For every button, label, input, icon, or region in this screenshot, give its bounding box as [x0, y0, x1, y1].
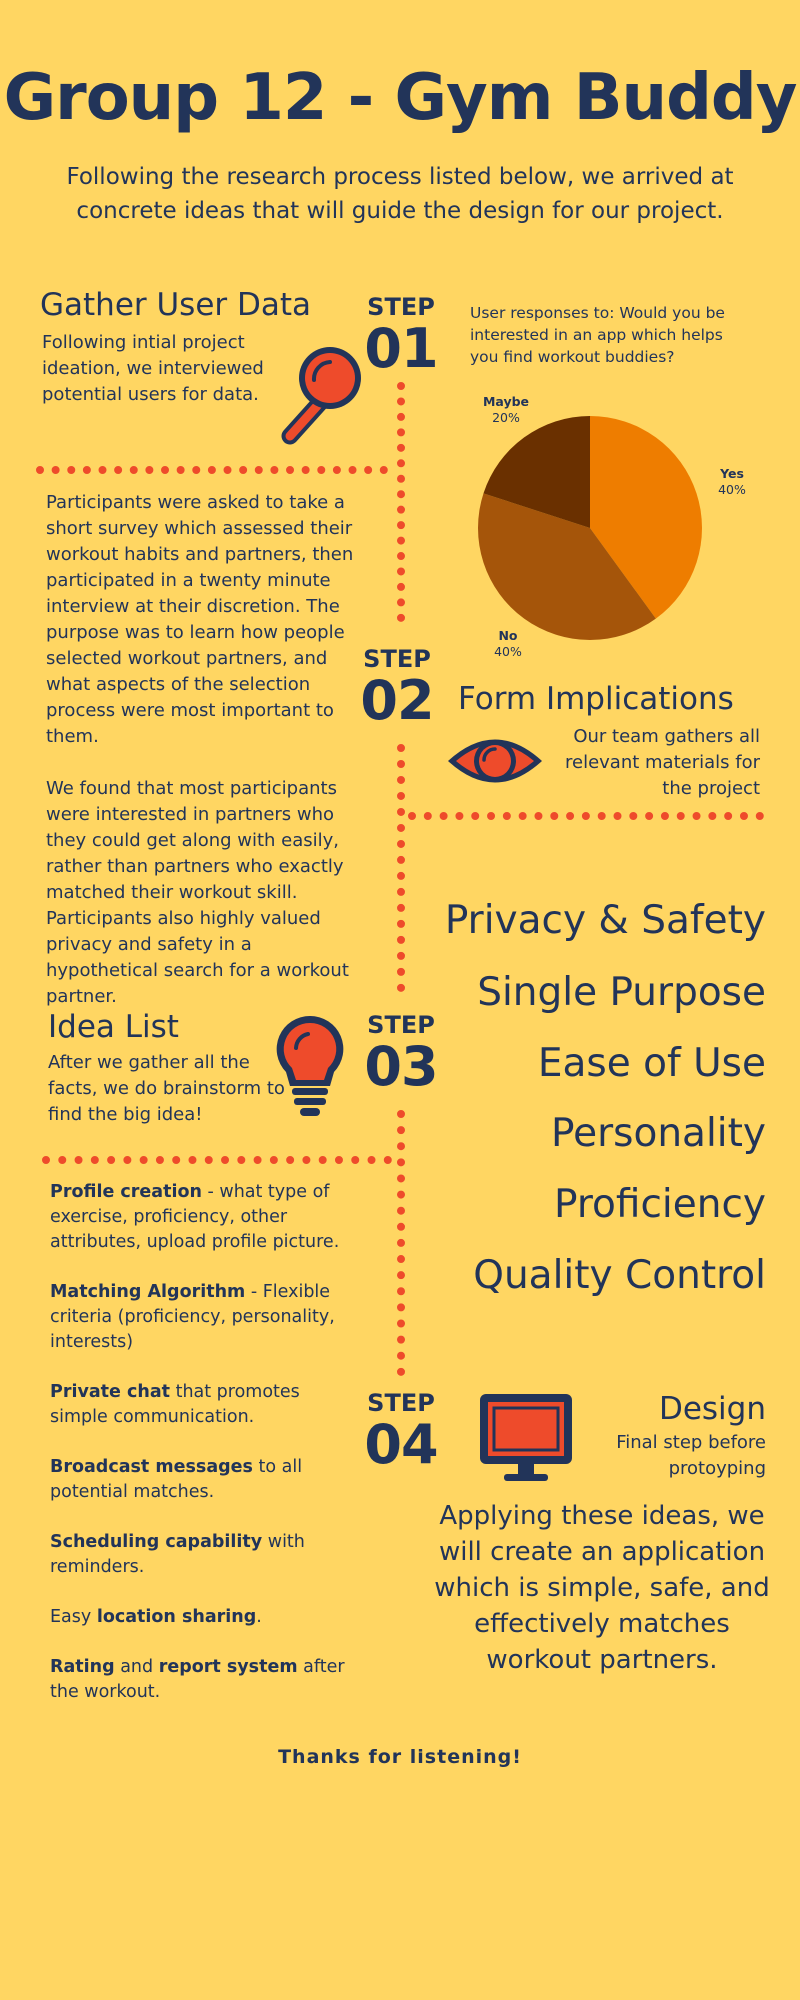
- feature-item: Profile creation - what type of exercise…: [50, 1180, 350, 1255]
- divider-step2: [408, 812, 764, 820]
- feature-name: Profile creation: [50, 1182, 202, 1202]
- conclusion-text: Applying these ideas, we will create an …: [434, 1501, 770, 1675]
- feature-desc: after the workout.: [50, 1657, 345, 1702]
- feature-name: report system: [158, 1657, 298, 1677]
- feature-name: Rating: [50, 1657, 115, 1677]
- pie-label-maybe: Maybe 20%: [476, 394, 536, 426]
- feature-desc: - Flexible criteria (proficiency, person…: [50, 1282, 335, 1352]
- step1-number: 01: [364, 317, 438, 380]
- connector-1-2: [397, 382, 405, 622]
- step1-text: Following intial project ideation, we in…: [42, 332, 264, 405]
- feature-name: Matching Algorithm: [50, 1282, 246, 1302]
- chart-title: User responses to: Would you be interest…: [470, 304, 725, 366]
- page-title: Group 12 - Gym Buddy: [3, 61, 798, 135]
- step3-text: After we gather all the facts, we do bra…: [48, 1052, 285, 1125]
- feature-desc: Easy: [50, 1607, 97, 1627]
- feature-name: Broadcast messages: [50, 1457, 253, 1477]
- feature-desc: and: [114, 1657, 159, 1677]
- research-paragraph-1: Participants were asked to take a short …: [46, 492, 354, 747]
- step1-label: STEP: [367, 293, 435, 321]
- divider-step1: [36, 466, 388, 474]
- feature-desc: that promotes simple communication.: [50, 1382, 300, 1427]
- implication-item: Privacy & Safety: [444, 898, 766, 943]
- step2-heading: Form Implications: [458, 681, 734, 717]
- implication-item: Single Purpose: [477, 970, 766, 1015]
- implication-item: Personality: [551, 1111, 766, 1156]
- pie-slice-yes: [590, 416, 703, 619]
- feature-item: Broadcast messages to all potential matc…: [50, 1455, 350, 1505]
- footer-thanks: Thanks for listening!: [278, 1746, 522, 1768]
- feature-item: Private chat that promotes simple commun…: [50, 1380, 350, 1430]
- step2-label: STEP: [363, 645, 431, 673]
- feature-desc: to all potential matches.: [50, 1457, 303, 1502]
- step1-heading: Gather User Data: [40, 287, 312, 323]
- pie-label-yes-value: 40%: [718, 482, 746, 497]
- pie-slice-no: [478, 493, 656, 640]
- feature-name: location sharing: [96, 1607, 257, 1627]
- step3-label: STEP: [367, 1011, 435, 1039]
- feature-desc: - what type of exercise, proficiency, ot…: [50, 1182, 340, 1252]
- pie-label-no: No 40%: [478, 628, 538, 660]
- feature-name: Scheduling capability: [50, 1532, 263, 1552]
- lightbulb-icon: [276, 1015, 344, 1116]
- divider-step3: [42, 1156, 392, 1164]
- connector-3-4: [397, 1110, 405, 1376]
- step2-text: Our team gathers all relevant materials …: [564, 726, 760, 799]
- implication-item: Ease of Use: [537, 1041, 766, 1086]
- step2-number: 02: [360, 669, 434, 732]
- pie-label-yes: Yes 40%: [702, 466, 762, 498]
- pie-label-maybe-name: Maybe: [482, 394, 530, 409]
- step4-heading: Design: [658, 1391, 766, 1427]
- research-paragraph-2: We found that most participants were int…: [46, 778, 349, 1007]
- feature-item: Matching Algorithm - Flexible criteria (…: [50, 1280, 350, 1355]
- feature-item: Rating and report system after the worko…: [50, 1655, 350, 1705]
- implication-item: Proficiency: [554, 1182, 766, 1227]
- step4-label: STEP: [367, 1389, 435, 1417]
- page-subtitle: Following the research process listed be…: [66, 164, 734, 224]
- pie-label-no-value: 40%: [494, 644, 522, 659]
- feature-desc: .: [256, 1607, 262, 1627]
- pie-label-maybe-value: 20%: [492, 410, 520, 425]
- feature-item: Easy location sharing.: [50, 1605, 350, 1630]
- pie-label-yes-name: Yes: [720, 466, 744, 481]
- eye-icon: [448, 739, 542, 783]
- feature-name: Private chat: [50, 1382, 171, 1402]
- step4-number: 04: [364, 1413, 438, 1476]
- implication-item: Quality Control: [473, 1253, 766, 1298]
- magnifier-icon: [281, 347, 361, 445]
- monitor-icon: [480, 1394, 572, 1481]
- step3-number: 03: [364, 1035, 438, 1098]
- step4-text: Final step before protoyping: [616, 1432, 766, 1479]
- feature-list: Profile creation - what type of exercise…: [50, 1180, 350, 1730]
- pie-slice-maybe: [483, 416, 590, 528]
- feature-item: Scheduling capability with reminders.: [50, 1530, 350, 1580]
- pie-label-no-name: No: [498, 628, 518, 643]
- connector-2-3: [397, 744, 405, 992]
- pie-chart: [478, 416, 703, 640]
- step3-heading: Idea List: [48, 1009, 179, 1045]
- feature-desc: with reminders.: [50, 1532, 305, 1577]
